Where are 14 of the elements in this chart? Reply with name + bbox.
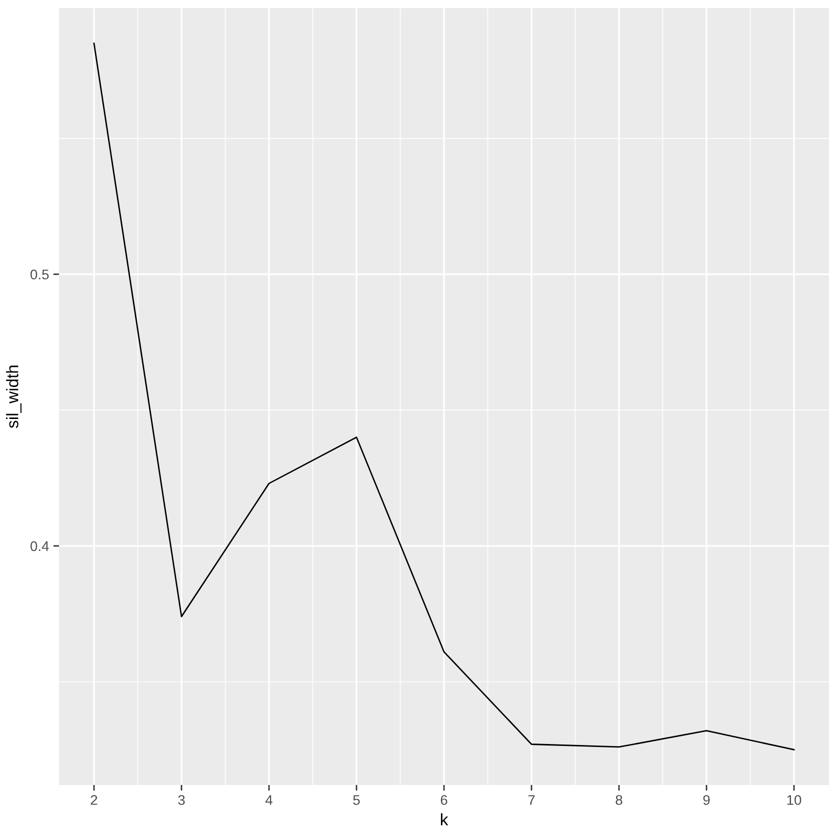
y-tick-label: 0.5 <box>30 270 49 280</box>
x-tick-label: 8 <box>616 795 622 805</box>
x-axis-title: k <box>440 813 448 826</box>
y-axis-title: sil_width <box>6 366 22 428</box>
y-tick-label: 0.4 <box>30 541 49 552</box>
x-tick-label: 10 <box>787 795 802 805</box>
x-tick-label: 6 <box>440 795 448 805</box>
x-tick-label: 4 <box>265 795 272 805</box>
x-tick-label: 2 <box>90 795 98 805</box>
x-tick-label: 3 <box>178 795 185 805</box>
x-tick-label: 9 <box>703 795 710 805</box>
x-tick-label: 5 <box>353 795 360 805</box>
x-tick-label: 7 <box>528 795 535 805</box>
line-series <box>93 42 795 750</box>
